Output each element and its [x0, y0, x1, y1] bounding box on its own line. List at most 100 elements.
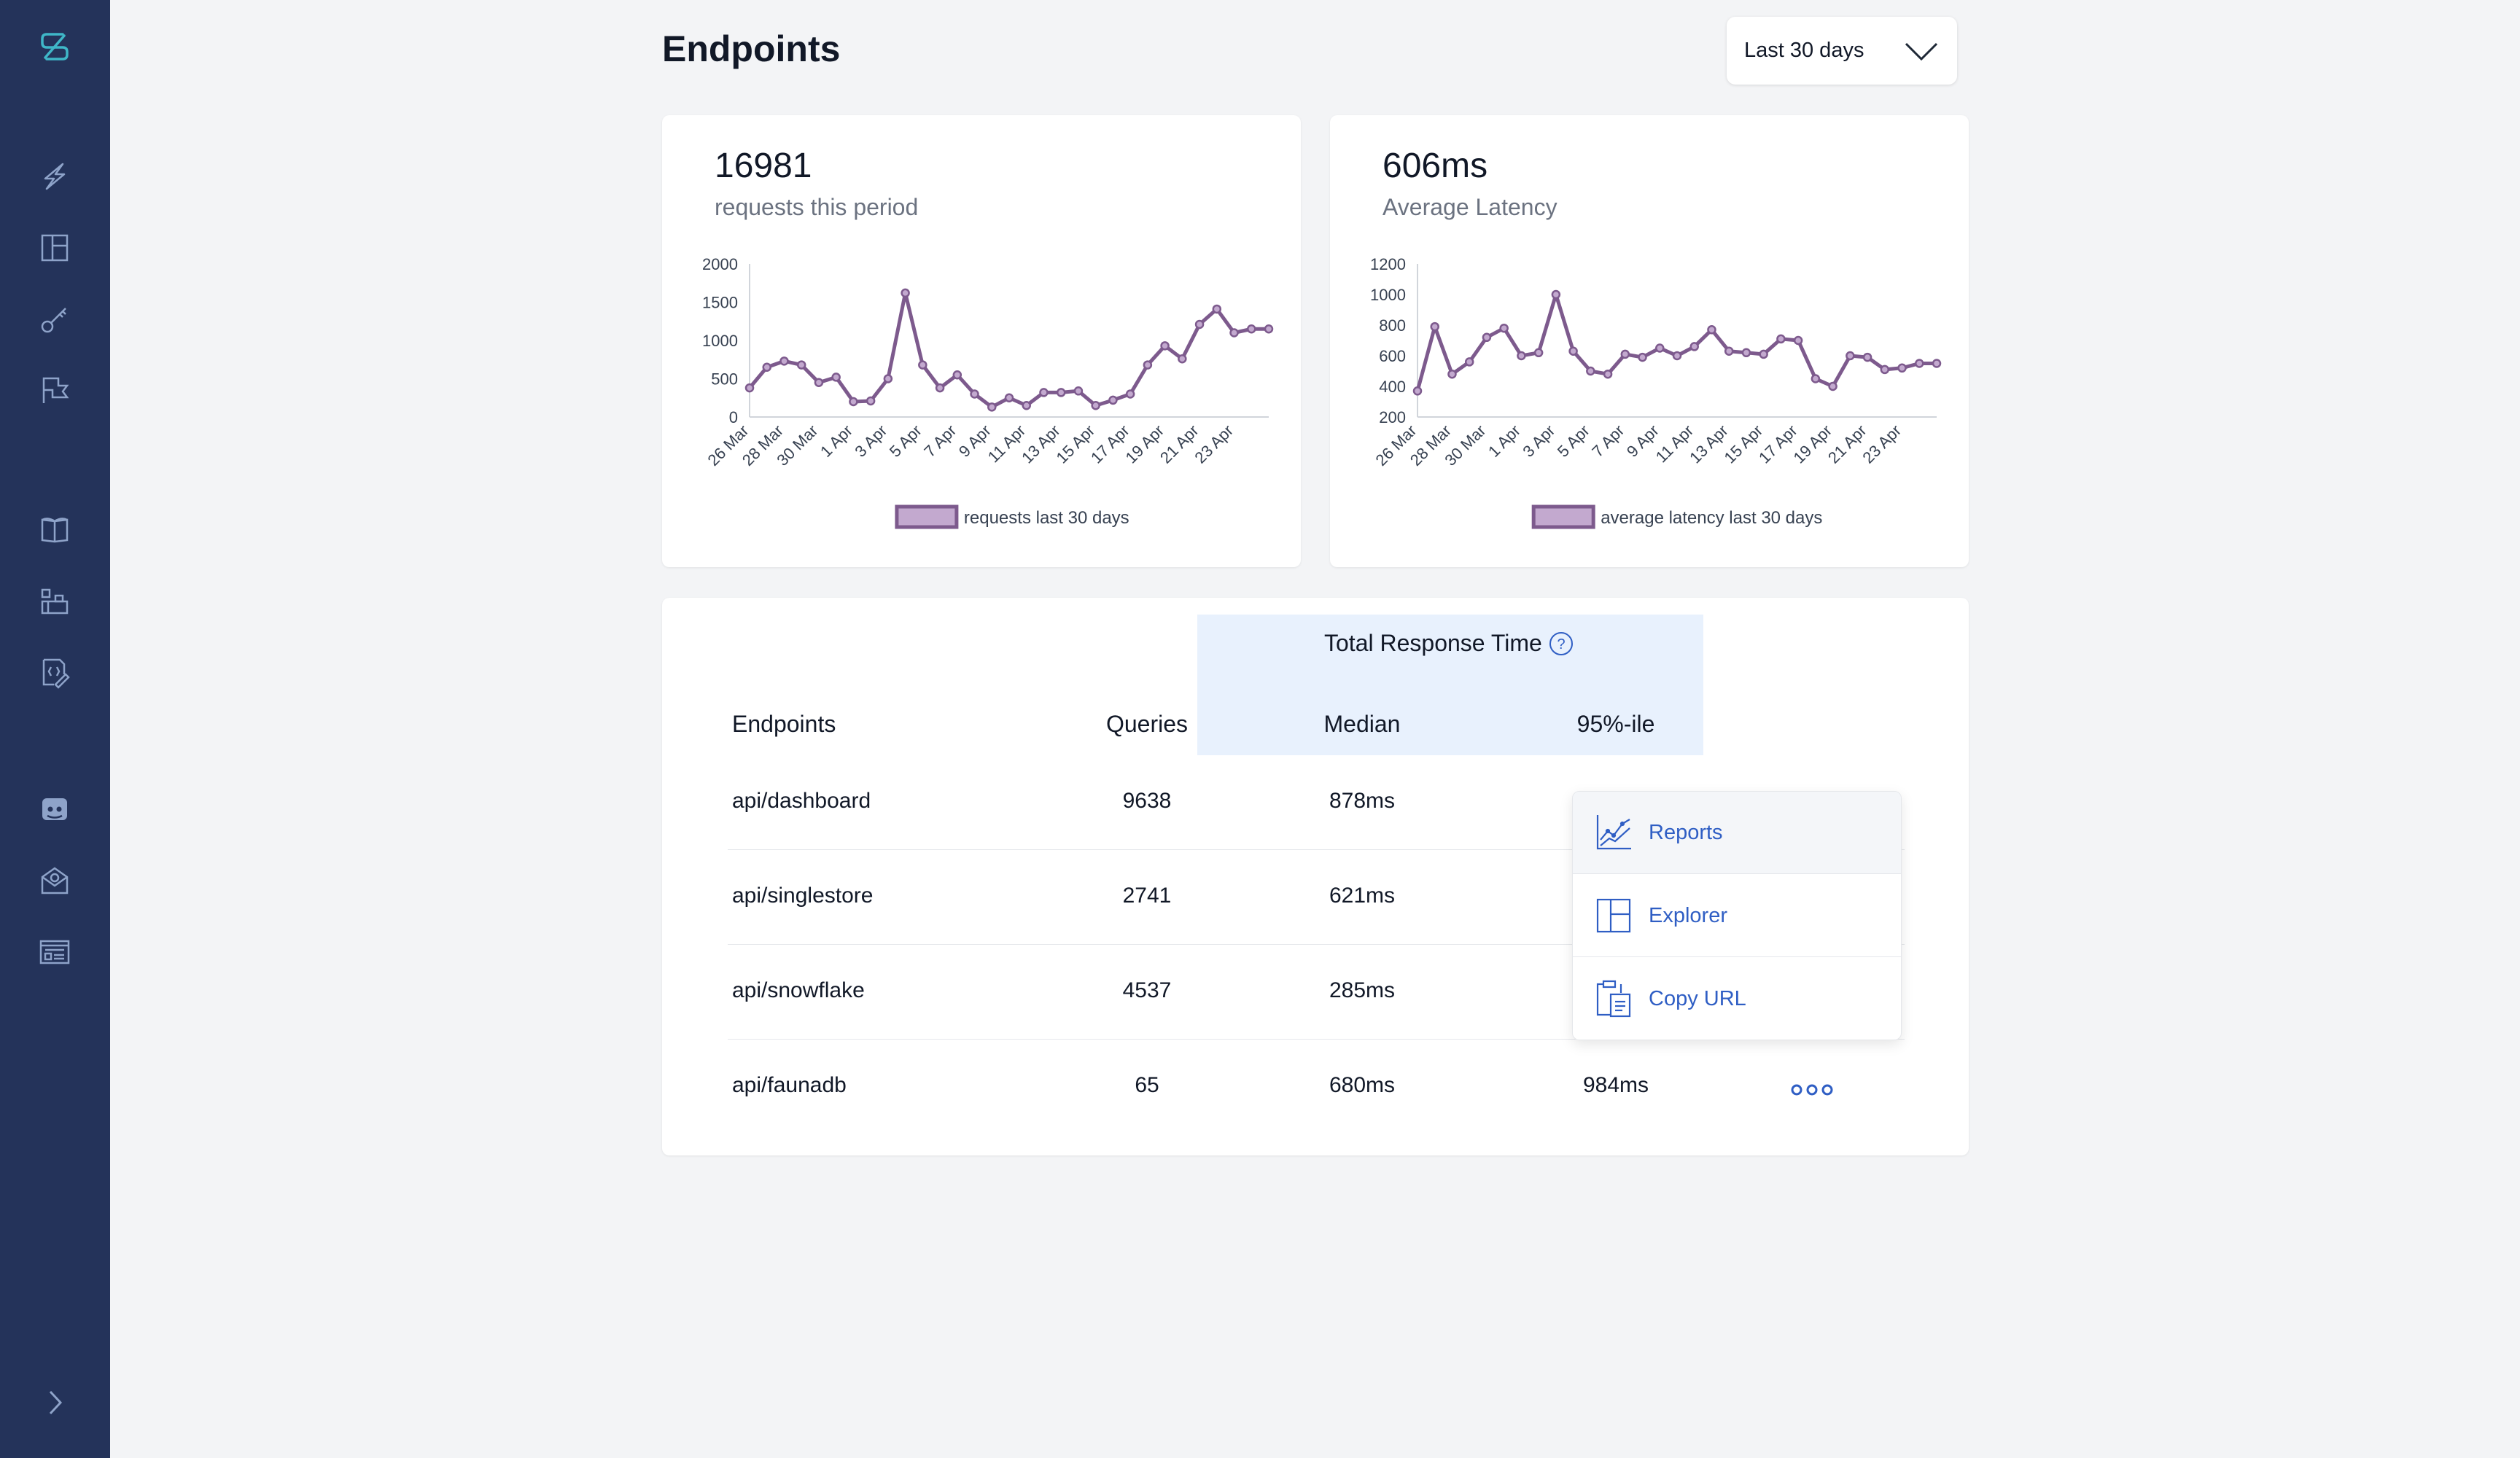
data-point	[1828, 381, 1838, 391]
data-point	[831, 373, 841, 382]
date-range-select[interactable]: Last 30 days	[1727, 17, 1957, 85]
x-tick-label: 21 Apr	[1824, 421, 1870, 467]
x-tick-label: 3 Apr	[851, 421, 890, 461]
more-actions-icon[interactable]	[1786, 1079, 1838, 1101]
menu-item-copy-url[interactable]: Copy URL	[1573, 958, 1901, 1040]
help-icon[interactable]: ?	[1548, 631, 1574, 657]
email-icon[interactable]	[31, 857, 78, 904]
y-tick-label: 500	[711, 370, 738, 389]
data-point	[814, 378, 824, 387]
key-icon[interactable]	[31, 296, 78, 343]
endpoint-name[interactable]: api/snowflake	[732, 978, 865, 1002]
data-point	[1160, 341, 1170, 351]
x-tick-label: 19 Apr	[1121, 421, 1167, 467]
data-point	[1264, 324, 1274, 334]
svg-text:?: ?	[1557, 636, 1565, 652]
data-point	[1004, 393, 1014, 402]
queries-value: 2741	[1122, 884, 1172, 908]
data-point	[1056, 388, 1066, 397]
median-value: 621ms	[1329, 884, 1396, 908]
data-point	[762, 362, 771, 372]
layout-icon[interactable]	[31, 225, 78, 271]
book-icon[interactable]	[31, 506, 78, 553]
data-point	[1551, 289, 1561, 300]
p95-value: 984ms	[1582, 1073, 1649, 1097]
latency-label: Average Latency	[1382, 194, 1558, 220]
expand-chevron-icon[interactable]	[31, 1379, 78, 1426]
sidebar	[0, 0, 110, 1458]
queries-value: 9638	[1122, 789, 1172, 813]
x-tick-label: 23 Apr	[1191, 421, 1237, 467]
data-point	[1932, 359, 1942, 368]
row-divider	[728, 1039, 1905, 1040]
menu-item-label: Explorer	[1649, 903, 1727, 927]
data-point	[1655, 343, 1665, 353]
queries-value: 4537	[1122, 978, 1172, 1002]
data-point	[1880, 364, 1890, 375]
code-file-icon[interactable]	[31, 649, 78, 695]
total-response-time-header: Total Response Time ?	[1324, 630, 1574, 657]
queries-value: 65	[1135, 1073, 1159, 1097]
y-tick-label: 1200	[1370, 255, 1406, 273]
flag-icon[interactable]	[31, 367, 78, 414]
data-point	[987, 402, 997, 412]
data-point	[952, 370, 962, 380]
data-point	[1482, 332, 1492, 343]
x-tick-label: 19 Apr	[1789, 421, 1835, 467]
x-tick-label: 1 Apr	[817, 421, 856, 461]
x-tick-label: 23 Apr	[1859, 421, 1905, 467]
data-point	[1793, 335, 1803, 346]
column-header-p95[interactable]: 95%-ile	[1576, 711, 1655, 737]
y-tick-label: 400	[1379, 378, 1406, 396]
legend-swatch	[895, 504, 959, 529]
y-tick-label: 200	[1379, 408, 1406, 426]
data-point	[1178, 354, 1187, 364]
data-point	[1091, 401, 1100, 410]
data-point	[1638, 352, 1647, 362]
data-point	[779, 356, 789, 366]
column-header-queries[interactable]: Queries	[1105, 711, 1189, 737]
blocks-icon[interactable]	[31, 577, 78, 624]
endpoint-name[interactable]: api/faunadb	[732, 1073, 847, 1097]
data-point	[1447, 369, 1457, 379]
data-point	[1499, 323, 1509, 333]
newsletter-icon[interactable]	[31, 929, 78, 975]
series-line	[1415, 292, 1937, 391]
median-value: 878ms	[1329, 789, 1396, 813]
data-point	[883, 374, 893, 383]
x-tick-label: 15 Apr	[1053, 421, 1099, 467]
column-header-median[interactable]: Median	[1323, 711, 1401, 737]
latency-average: 606ms	[1382, 147, 1488, 185]
data-point	[1846, 351, 1855, 361]
median-value: 680ms	[1329, 1073, 1396, 1097]
data-point	[1568, 346, 1578, 356]
data-point	[849, 397, 858, 407]
date-range-value: Last 30 days	[1744, 39, 1864, 62]
x-tick-label: 13 Apr	[1018, 421, 1064, 467]
column-header-endpoints[interactable]: Endpoints	[732, 711, 836, 737]
row-divider	[728, 849, 1905, 850]
x-tick-label: 17 Apr	[1087, 421, 1133, 467]
discord-icon[interactable]	[31, 786, 78, 833]
total-response-time-group	[1197, 615, 1703, 755]
endpoint-name[interactable]: api/singlestore	[732, 884, 874, 908]
y-tick-label: 600	[1379, 347, 1406, 365]
data-point	[1741, 348, 1751, 358]
logo-icon[interactable]	[31, 23, 78, 70]
x-tick-label: 7 Apr	[920, 421, 960, 461]
menu-item-reports[interactable]: Reports	[1573, 792, 1901, 873]
lightning-icon[interactable]	[31, 153, 78, 200]
menu-divider	[1573, 873, 1901, 874]
menu-item-explorer[interactable]: Explorer	[1573, 875, 1901, 956]
endpoint-name[interactable]: api/dashboard	[732, 789, 871, 813]
y-tick-label: 0	[729, 408, 738, 426]
data-point	[1672, 351, 1682, 361]
data-point	[1143, 360, 1153, 370]
row-divider	[728, 944, 1905, 945]
data-point	[1247, 324, 1256, 334]
data-point	[1862, 352, 1872, 362]
series-line	[748, 291, 1269, 409]
x-tick-label: 21 Apr	[1156, 421, 1202, 467]
